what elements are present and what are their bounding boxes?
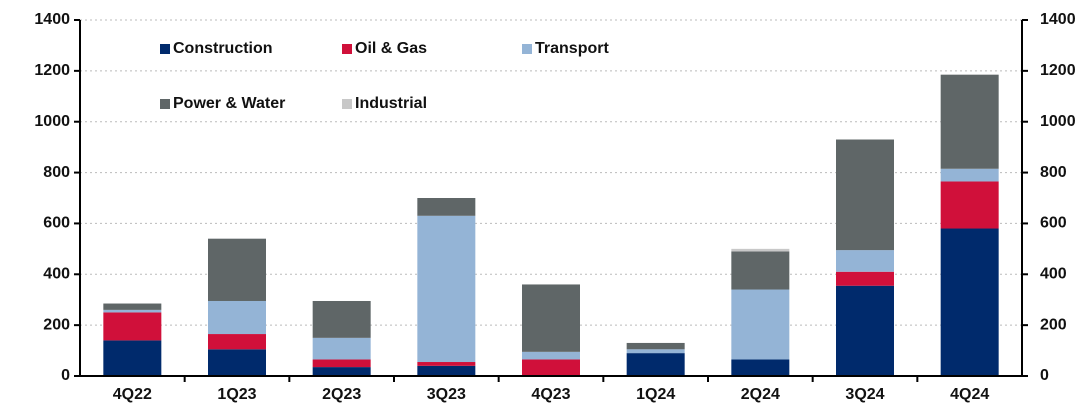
bar-segment (731, 251, 790, 290)
bar-segment (103, 309, 162, 313)
bar-segment (417, 198, 476, 216)
x-tick-label: 4Q24 (950, 386, 989, 403)
bar-segment (940, 228, 999, 376)
y-tick-label: 1000 (34, 113, 70, 130)
y2-tick-label: 400 (1040, 266, 1067, 283)
bar-segment (626, 353, 685, 376)
bar-segment (103, 312, 162, 341)
bar-segment (626, 349, 685, 354)
bar-segment (836, 285, 894, 376)
x-tick-label: 3Q23 (427, 386, 466, 403)
bar-segment (836, 250, 894, 272)
x-tick-label: 4Q22 (113, 386, 152, 403)
bar-segment (208, 300, 266, 335)
y2-tick-label: 200 (1040, 316, 1067, 333)
legend-swatch (342, 44, 352, 54)
bar-segment (312, 300, 371, 338)
y2-tick-label: 1400 (1040, 11, 1076, 28)
legend-label: Power & Water (173, 95, 285, 112)
bar-segment (836, 139, 894, 251)
bar-segment (312, 359, 371, 368)
bar-segment (522, 284, 580, 352)
y2-tick-label: 1000 (1040, 113, 1076, 130)
y2-tick-label: 1200 (1040, 62, 1076, 79)
bar-segment (731, 248, 790, 252)
bar-segment (940, 181, 999, 229)
x-tick-label: 1Q23 (217, 386, 256, 403)
y-tick-label: 1200 (34, 62, 70, 79)
bar-segment (940, 168, 999, 182)
bar-segment (417, 362, 476, 366)
bar-segment (522, 359, 580, 376)
x-tick-label: 2Q24 (741, 386, 780, 403)
x-tick-label: 1Q24 (636, 386, 675, 403)
y2-tick-label: 600 (1040, 215, 1067, 232)
y-tick-label: 600 (43, 215, 70, 232)
bar-segment (417, 215, 476, 363)
bar-segment (731, 289, 790, 360)
bar-segment (417, 365, 476, 376)
legend-label: Construction (173, 40, 273, 57)
bar-segment (522, 351, 580, 360)
bar-segment (836, 271, 894, 286)
bar-segment (940, 74, 999, 169)
legend-swatch (160, 99, 170, 109)
x-tick-label: 3Q24 (845, 386, 884, 403)
bar-segment (312, 337, 371, 360)
bar-segment (208, 334, 266, 350)
x-tick-label: 2Q23 (322, 386, 361, 403)
x-tick-label: 4Q23 (531, 386, 570, 403)
y-tick-label: 0 (61, 367, 70, 384)
legend-swatch (160, 44, 170, 54)
bar-segment (208, 349, 266, 376)
bar-segment (312, 367, 371, 376)
bar-segment (626, 342, 685, 350)
bar-segment (103, 340, 162, 376)
y-tick-label: 400 (43, 266, 70, 283)
legend-label: Industrial (355, 95, 427, 112)
legend-label: Transport (535, 40, 609, 57)
legend-swatch (342, 99, 352, 109)
bar-segment (208, 238, 266, 301)
y-tick-label: 200 (43, 316, 70, 333)
y-tick-label: 1400 (34, 11, 70, 28)
legend-swatch (522, 44, 532, 54)
y-tick-label: 800 (43, 164, 70, 181)
bar-segment (103, 303, 162, 310)
legend-label: Oil & Gas (355, 40, 427, 57)
y2-tick-label: 800 (1040, 164, 1067, 181)
bar-segment (731, 359, 790, 376)
y2-tick-label: 0 (1040, 367, 1049, 384)
